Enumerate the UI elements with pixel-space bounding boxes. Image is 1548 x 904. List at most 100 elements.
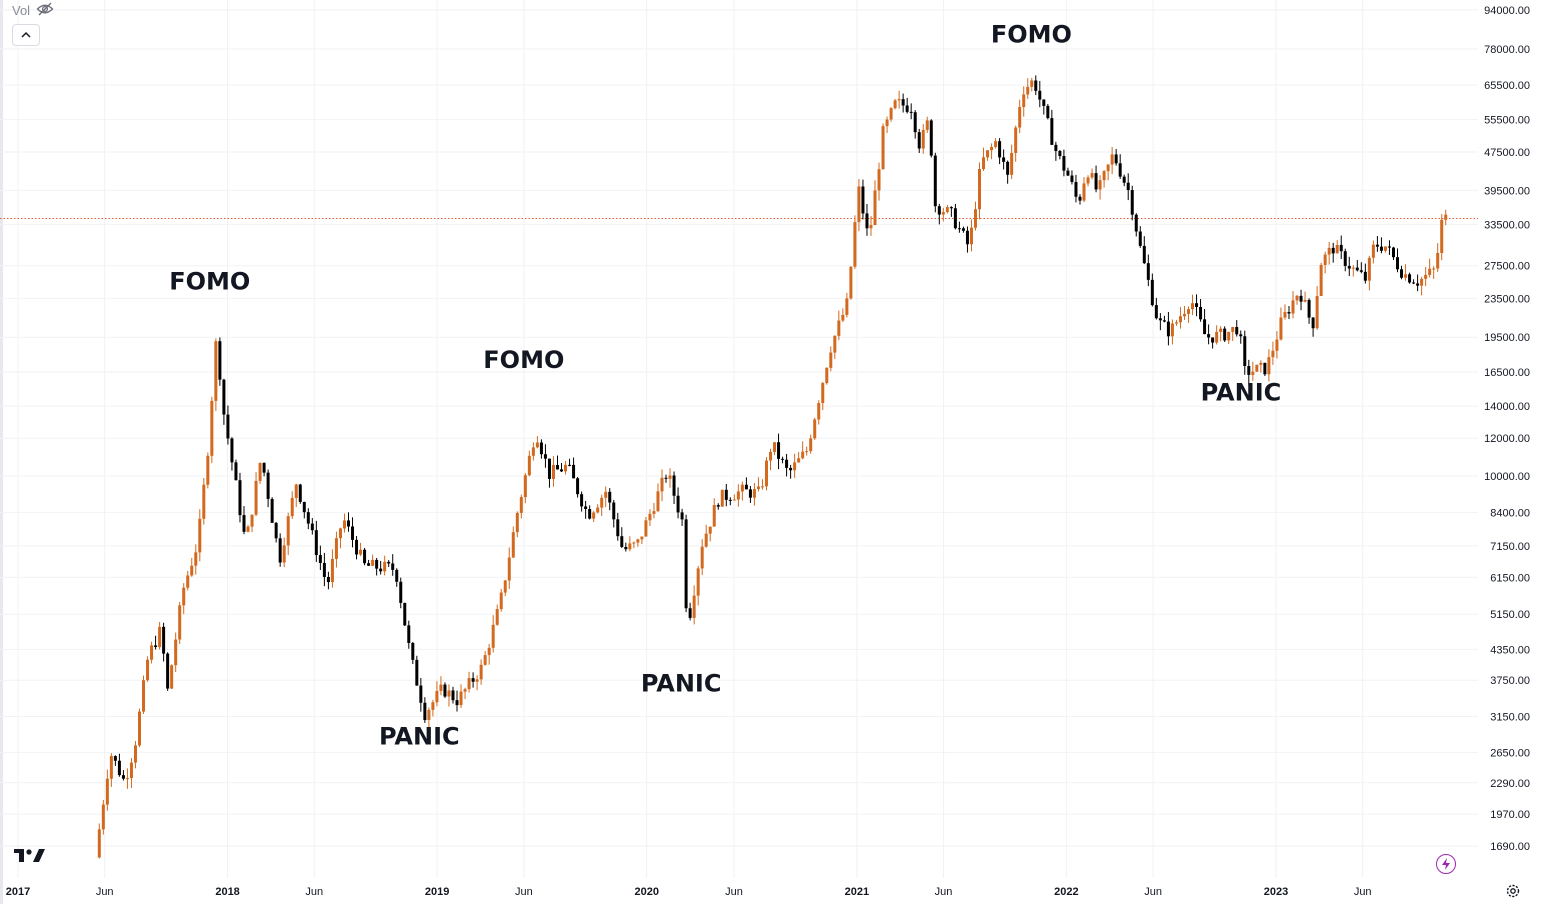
candle-down	[1038, 81, 1042, 108]
candle-down	[113, 755, 117, 766]
candle-up	[467, 671, 471, 693]
grid-lines	[0, 0, 1478, 878]
tradingview-logo-icon[interactable]	[14, 846, 46, 869]
candle-down	[1339, 235, 1343, 260]
gear-icon[interactable]	[1505, 883, 1521, 904]
candle-up	[1432, 266, 1436, 279]
candle-down	[785, 453, 789, 477]
candle-down	[917, 128, 921, 153]
candle-down	[346, 512, 350, 532]
candle-up	[889, 107, 893, 122]
candle-down	[555, 455, 559, 470]
candle-up	[1219, 326, 1223, 342]
candle-up	[656, 483, 660, 512]
candle-up	[1424, 266, 1428, 287]
candle-down	[1343, 248, 1347, 272]
candle-down	[399, 577, 403, 609]
price-tick-label: 4350.00	[1490, 644, 1530, 656]
candle-up	[841, 308, 845, 323]
time-tick-label: Jun	[305, 886, 323, 898]
candle-down	[1416, 274, 1420, 292]
collapse-legend-button[interactable]	[12, 24, 40, 46]
price-tick-label: 6150.00	[1490, 572, 1530, 584]
candle-up	[158, 621, 162, 650]
price-tick-label: 3150.00	[1490, 711, 1530, 723]
candle-up	[825, 367, 829, 385]
candle-up	[435, 681, 439, 707]
candle-down	[318, 545, 322, 570]
candle-down	[375, 557, 379, 576]
candle-down	[270, 497, 274, 523]
candle-up	[182, 583, 186, 615]
candle-up	[696, 565, 700, 606]
candle-up	[383, 555, 387, 576]
candle-down	[716, 503, 720, 510]
candle-up	[523, 472, 527, 504]
candle-down	[262, 462, 266, 477]
candle-up	[1227, 331, 1231, 344]
candle-up	[564, 461, 568, 475]
candle-up	[483, 651, 487, 666]
candle-down	[1034, 75, 1038, 96]
candle-down	[162, 622, 166, 662]
candle-up	[1251, 361, 1255, 381]
candle-up	[129, 758, 133, 789]
candle-up	[150, 641, 154, 664]
price-tick-label: 33500.00	[1484, 220, 1530, 232]
candle-down	[865, 204, 869, 236]
price-tick-label: 8400.00	[1490, 507, 1530, 519]
candle-up	[1383, 246, 1387, 253]
candle-up	[845, 292, 849, 318]
candle-down	[933, 152, 937, 213]
candle-up	[596, 504, 600, 514]
eye-crossed-icon[interactable]	[36, 2, 54, 19]
price-tick-label: 3750.00	[1490, 675, 1530, 687]
candle-down	[560, 463, 564, 473]
candle-up	[660, 469, 664, 502]
candle-down	[1162, 315, 1166, 323]
candle-down	[351, 517, 355, 548]
candle-up	[174, 632, 178, 672]
candle-down	[451, 686, 455, 704]
candle-up	[1231, 326, 1235, 342]
price-tick-label: 7150.00	[1490, 541, 1530, 553]
candle-down	[306, 508, 310, 530]
candle-down	[672, 471, 676, 504]
candle-up	[592, 510, 596, 523]
candle-down	[234, 459, 238, 481]
candle-up	[752, 482, 756, 506]
candle-up	[371, 554, 375, 567]
candle-up	[1428, 258, 1432, 278]
volume-label: Vol	[12, 3, 31, 18]
candle-down	[965, 226, 969, 253]
candle-down	[620, 527, 624, 549]
price-tick-label: 12000.00	[1484, 433, 1530, 445]
candle-up	[797, 452, 801, 463]
candle-down	[266, 469, 270, 508]
candle-up	[202, 478, 206, 525]
candle-up	[1030, 77, 1034, 92]
candle-up	[986, 150, 990, 161]
candle-down	[1247, 359, 1251, 386]
candle-down	[616, 512, 620, 541]
candle-down	[1263, 362, 1267, 377]
candle-up	[1315, 286, 1319, 330]
candle-down	[1154, 297, 1158, 320]
candle-down	[1150, 273, 1154, 307]
lightning-icon[interactable]	[1436, 854, 1456, 874]
candle-up	[246, 524, 250, 533]
candle-up	[527, 450, 531, 477]
candle-up	[821, 381, 825, 411]
candle-down	[1387, 240, 1391, 255]
candle-down	[1396, 248, 1400, 273]
candle-down	[1347, 256, 1351, 277]
candle-up	[431, 699, 435, 717]
candle-up	[793, 453, 797, 479]
candle-up	[1323, 251, 1327, 274]
price-tick-label: 47500.00	[1484, 147, 1530, 159]
candle-down	[929, 119, 933, 158]
candle-up	[511, 526, 515, 559]
candle-down	[1070, 170, 1074, 185]
candle-up	[1279, 307, 1283, 341]
